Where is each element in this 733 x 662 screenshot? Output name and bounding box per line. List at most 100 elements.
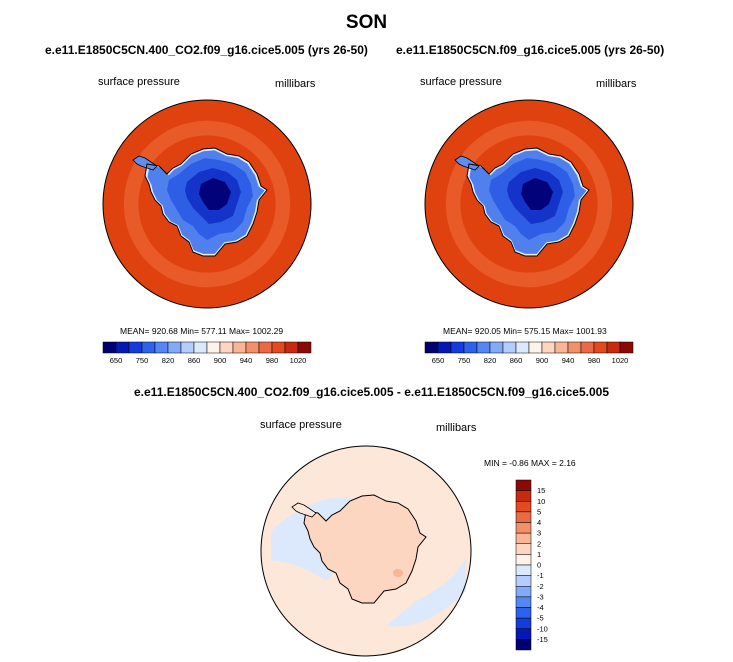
panel1-title: e.e11.E1850C5CN.400_CO2.f09_g16.cice5.00… bbox=[45, 43, 368, 57]
panel2-colorbar-swatch bbox=[567, 341, 582, 354]
panel1-map-border bbox=[102, 99, 312, 309]
panel3-colorbar-swatch bbox=[515, 543, 532, 555]
panel1-colorbar-tick-label: 1020 bbox=[290, 356, 307, 365]
panel3-title: e.e11.E1850C5CN.400_CO2.f09_g16.cice5.00… bbox=[134, 385, 610, 399]
panel1-colorbar-swatch bbox=[284, 341, 299, 354]
panel1-colorbar-tick-label: 900 bbox=[214, 356, 227, 365]
panel1-peninsula bbox=[132, 155, 158, 171]
panel2-colorbar-swatch bbox=[515, 341, 530, 354]
panel2-title: e.e11.E1850C5CN.f09_g16.cice5.005 (yrs 2… bbox=[396, 43, 665, 57]
panel3-colorbar-swatch bbox=[515, 479, 532, 491]
panel3-colorbar-tick-label: -5 bbox=[537, 614, 544, 623]
panel2-colorbar-swatch bbox=[580, 341, 595, 354]
panel3-colorbar-tick-label: 2 bbox=[537, 539, 541, 548]
panel2-map-border bbox=[424, 99, 634, 309]
panel3-colorbar-tick-label: -4 bbox=[537, 603, 544, 612]
panel3-variable-label: surface pressure bbox=[260, 419, 342, 431]
panel3-coastline bbox=[303, 494, 427, 604]
panel1-colorbar-tick-label: 650 bbox=[110, 356, 123, 365]
panel3-colorbar-tick-label: -15 bbox=[537, 635, 548, 644]
panel3-colorbar-swatch bbox=[515, 586, 532, 598]
panel2-variable-label: surface pressure bbox=[420, 76, 502, 88]
panel1-colorbar-swatch bbox=[258, 341, 273, 354]
panel1-colorbar-tick-label: 750 bbox=[136, 356, 149, 365]
panel2-colorbar-swatch bbox=[606, 341, 621, 354]
panel3-colorbar-swatch bbox=[515, 575, 532, 587]
panel2-colorbar-swatch bbox=[437, 341, 452, 354]
panel2-colorbar-swatch bbox=[528, 341, 543, 354]
panel1-land-plateau bbox=[199, 178, 231, 210]
panel1-colorbar-swatch bbox=[245, 341, 260, 354]
panel3-positive-spot bbox=[393, 569, 403, 577]
panel2-colorbar-tick-label: 940 bbox=[562, 356, 575, 365]
panel1-colorbar-swatch bbox=[219, 341, 234, 354]
panel1-units-label: millibars bbox=[275, 78, 316, 90]
panel2-colorbar-swatch bbox=[450, 341, 465, 354]
panel3-colorbar-tick-label: -3 bbox=[537, 592, 544, 601]
panel2-colorbar-tick-label: 820 bbox=[484, 356, 497, 365]
panel1-coastline bbox=[144, 147, 268, 257]
panel3-colorbar-tick-label: 1 bbox=[537, 550, 541, 559]
panel3-polar-map bbox=[260, 445, 472, 657]
panel2-coastline bbox=[466, 147, 590, 257]
panel1-colorbar-swatch bbox=[115, 341, 130, 354]
panel2-polar-map bbox=[424, 99, 634, 309]
panel1-colorbar-swatch bbox=[128, 341, 143, 354]
panel2-peninsula bbox=[454, 155, 480, 171]
panel1-variable-label: surface pressure bbox=[98, 76, 180, 88]
panel3-peninsula bbox=[291, 502, 317, 518]
panel3-colorbar-tick-label: 10 bbox=[537, 497, 545, 506]
panel2-colorbar-tick-label: 980 bbox=[588, 356, 601, 365]
panel2-colorbar-tick-label: 1020 bbox=[612, 356, 629, 365]
panel2-colorbar-swatch bbox=[502, 341, 517, 354]
panel3-colorbar-tick-label: -10 bbox=[537, 624, 548, 633]
panel3-colorbar-swatch bbox=[515, 511, 532, 523]
panel1-colorbar-swatch bbox=[167, 341, 182, 354]
panel1-colorbar-swatch bbox=[232, 341, 247, 354]
panel2-colorbar-tick-label: 650 bbox=[432, 356, 445, 365]
panel1-colorbar-tick-label: 820 bbox=[162, 356, 175, 365]
panel3-colorbar-swatch bbox=[515, 554, 532, 566]
panel1-colorbar-tick-label: 940 bbox=[240, 356, 253, 365]
panel1-colorbar-tick-label: 980 bbox=[266, 356, 279, 365]
panel3-colorbar-tick-label: 0 bbox=[537, 561, 541, 570]
panel3-colorbar-tick-label: -2 bbox=[537, 582, 544, 591]
panel1-colorbar: 650 750 820 860 900 940 980 1020 bbox=[102, 341, 312, 365]
panel1-colorbar-swatch bbox=[180, 341, 195, 354]
panel2-land-plateau bbox=[521, 178, 553, 210]
panel3-colorbar-swatch bbox=[515, 501, 532, 513]
panel1-colorbar-swatch bbox=[271, 341, 286, 354]
panel3-colorbar-swatch bbox=[515, 607, 532, 619]
panel1-colorbar-swatch bbox=[154, 341, 169, 354]
panel3-colorbar-tick-label: -1 bbox=[537, 571, 544, 580]
panel2-colorbar: 650 750 820 860 900 940 980 1020 bbox=[424, 341, 634, 365]
figure-title: SON bbox=[345, 12, 388, 33]
panel1-colorbar-swatch bbox=[193, 341, 208, 354]
panel3-colorbar-swatch bbox=[515, 596, 532, 608]
panel1-colorbar-swatch bbox=[141, 341, 156, 354]
panel3-colorbar-swatch bbox=[515, 564, 532, 576]
panel3-colorbar-swatch bbox=[515, 522, 532, 534]
panel3-colorbar-swatch bbox=[515, 628, 532, 640]
panel1-colorbar-tick-label: 860 bbox=[188, 356, 201, 365]
panel1-colorbar-swatch bbox=[102, 341, 117, 354]
panel2-colorbar-tick-label: 860 bbox=[510, 356, 523, 365]
panel2-colorbar-tick-label: 900 bbox=[536, 356, 549, 365]
panel2-colorbar-swatch bbox=[593, 341, 608, 354]
panel2-colorbar-tick-label: 750 bbox=[458, 356, 471, 365]
panel3-colorbar-swatch bbox=[515, 490, 532, 502]
panel1-polar-map bbox=[102, 99, 312, 309]
panel2-colorbar-swatch bbox=[476, 341, 491, 354]
panel3-colorbar-swatch bbox=[515, 532, 532, 544]
panel1-colorbar-swatch bbox=[206, 341, 221, 354]
panel2-colorbar-swatch bbox=[554, 341, 569, 354]
panel2-colorbar-swatch bbox=[619, 341, 634, 354]
panel2-colorbar-swatch bbox=[424, 341, 439, 354]
panel3-colorbar-tick-label: 4 bbox=[537, 518, 541, 527]
panel3-colorbar-tick-label: 5 bbox=[537, 507, 541, 516]
panel2-colorbar-swatch bbox=[489, 341, 504, 354]
panel3-colorbar-swatch bbox=[515, 617, 532, 629]
panel2-units-label: millibars bbox=[596, 78, 637, 90]
panel2-colorbar-swatch bbox=[541, 341, 556, 354]
